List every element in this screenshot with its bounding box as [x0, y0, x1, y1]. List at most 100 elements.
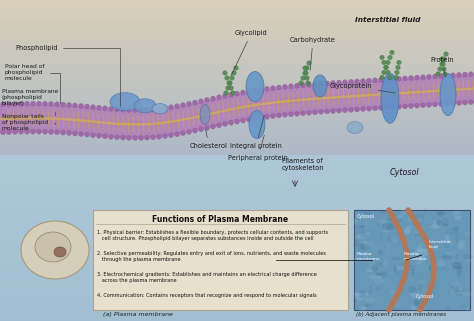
Bar: [0, 205, 474, 209]
Ellipse shape: [404, 228, 410, 233]
Text: Plasma membrane
(phospholipid
bilayer): Plasma membrane (phospholipid bilayer): [2, 90, 58, 116]
Ellipse shape: [363, 221, 373, 227]
Ellipse shape: [151, 107, 155, 112]
Ellipse shape: [418, 242, 428, 245]
Bar: [0, 238, 474, 242]
Ellipse shape: [355, 299, 360, 304]
Ellipse shape: [413, 251, 424, 254]
Ellipse shape: [383, 246, 387, 250]
Bar: [0, 163, 474, 168]
Ellipse shape: [450, 290, 456, 296]
Ellipse shape: [366, 78, 372, 83]
Ellipse shape: [387, 223, 395, 231]
Ellipse shape: [383, 260, 388, 267]
Ellipse shape: [227, 81, 231, 85]
Ellipse shape: [443, 72, 447, 76]
Ellipse shape: [66, 102, 72, 108]
Ellipse shape: [400, 229, 407, 236]
Ellipse shape: [432, 102, 438, 107]
Ellipse shape: [417, 281, 427, 285]
Ellipse shape: [401, 210, 406, 215]
Ellipse shape: [356, 234, 366, 241]
Text: Plasma
membrane: Plasma membrane: [404, 252, 428, 261]
Ellipse shape: [390, 272, 395, 274]
Ellipse shape: [423, 208, 427, 213]
Ellipse shape: [459, 305, 469, 308]
Bar: [0, 110, 474, 115]
Ellipse shape: [217, 95, 221, 100]
Ellipse shape: [453, 211, 461, 215]
Bar: [0, 145, 474, 150]
Ellipse shape: [413, 258, 419, 262]
Ellipse shape: [382, 223, 393, 230]
Ellipse shape: [456, 243, 464, 249]
Text: Cytosol: Cytosol: [390, 168, 419, 177]
Ellipse shape: [378, 262, 388, 268]
Bar: [0, 0, 474, 5]
Ellipse shape: [253, 88, 257, 93]
FancyBboxPatch shape: [354, 210, 470, 310]
Ellipse shape: [428, 265, 432, 269]
Bar: [0, 80, 474, 85]
Text: (a) Plasma membrane: (a) Plasma membrane: [103, 312, 173, 317]
Ellipse shape: [427, 74, 431, 79]
Ellipse shape: [441, 62, 445, 66]
Ellipse shape: [437, 260, 445, 268]
Ellipse shape: [377, 271, 381, 273]
Ellipse shape: [451, 260, 459, 264]
Ellipse shape: [459, 286, 462, 292]
Ellipse shape: [353, 299, 357, 302]
Ellipse shape: [457, 241, 464, 248]
Ellipse shape: [358, 306, 365, 312]
Bar: [0, 300, 474, 304]
Ellipse shape: [381, 274, 387, 279]
Ellipse shape: [283, 112, 288, 117]
Bar: [0, 30, 474, 35]
Text: 3. Electrochemical gradients: Establishes and maintains an electrical charge dif: 3. Electrochemical gradients: Establishe…: [97, 272, 317, 283]
Ellipse shape: [110, 93, 140, 111]
Ellipse shape: [408, 216, 416, 221]
Ellipse shape: [373, 78, 377, 83]
Bar: [0, 168, 474, 172]
Ellipse shape: [358, 229, 367, 233]
Ellipse shape: [427, 102, 431, 107]
Ellipse shape: [451, 281, 460, 287]
Ellipse shape: [378, 275, 386, 282]
Ellipse shape: [222, 93, 228, 99]
Ellipse shape: [181, 103, 185, 108]
Ellipse shape: [306, 81, 310, 85]
Ellipse shape: [395, 70, 399, 75]
Ellipse shape: [312, 82, 318, 87]
Ellipse shape: [374, 279, 385, 283]
Ellipse shape: [419, 248, 429, 256]
Ellipse shape: [307, 82, 311, 87]
Ellipse shape: [396, 76, 401, 81]
Ellipse shape: [384, 65, 388, 70]
Ellipse shape: [325, 109, 329, 114]
Ellipse shape: [464, 292, 469, 295]
Ellipse shape: [415, 254, 424, 261]
Ellipse shape: [312, 110, 318, 115]
Ellipse shape: [360, 256, 369, 261]
Ellipse shape: [429, 224, 440, 229]
Bar: [0, 155, 474, 160]
Ellipse shape: [386, 208, 391, 214]
Ellipse shape: [409, 275, 415, 283]
Ellipse shape: [223, 71, 227, 75]
Ellipse shape: [398, 215, 403, 218]
Ellipse shape: [457, 269, 461, 276]
Ellipse shape: [368, 286, 372, 294]
Ellipse shape: [271, 86, 275, 91]
Ellipse shape: [361, 242, 365, 249]
Ellipse shape: [374, 263, 383, 266]
Ellipse shape: [405, 258, 415, 261]
Ellipse shape: [396, 65, 400, 70]
Ellipse shape: [443, 223, 448, 227]
Ellipse shape: [347, 122, 363, 134]
Ellipse shape: [380, 232, 383, 239]
Bar: [0, 90, 474, 95]
Ellipse shape: [398, 263, 405, 267]
Ellipse shape: [97, 105, 101, 110]
Ellipse shape: [348, 107, 354, 112]
Bar: [0, 234, 474, 238]
